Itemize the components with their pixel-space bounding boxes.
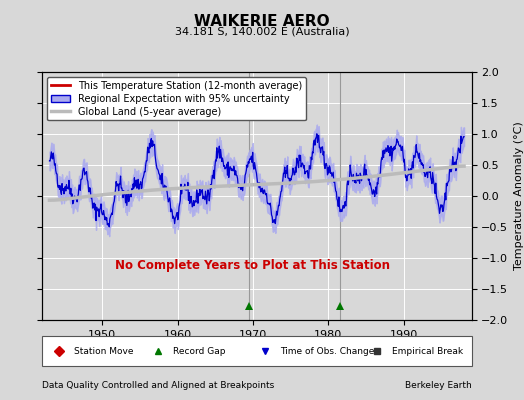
Text: No Complete Years to Plot at This Station: No Complete Years to Plot at This Statio… xyxy=(115,259,390,272)
Text: 34.181 S, 140.002 E (Australia): 34.181 S, 140.002 E (Australia) xyxy=(174,26,350,36)
Text: Time of Obs. Change: Time of Obs. Change xyxy=(280,346,375,356)
Text: Data Quality Controlled and Aligned at Breakpoints: Data Quality Controlled and Aligned at B… xyxy=(42,381,274,390)
Text: WAIKERIE AERO: WAIKERIE AERO xyxy=(194,14,330,29)
Y-axis label: Temperature Anomaly (°C): Temperature Anomaly (°C) xyxy=(514,122,524,270)
Text: Berkeley Earth: Berkeley Earth xyxy=(405,381,472,390)
Text: Empirical Break: Empirical Break xyxy=(392,346,463,356)
Text: Record Gap: Record Gap xyxy=(173,346,225,356)
Legend: This Temperature Station (12-month average), Regional Expectation with 95% uncer: This Temperature Station (12-month avera… xyxy=(47,77,306,120)
Text: Station Move: Station Move xyxy=(74,346,134,356)
